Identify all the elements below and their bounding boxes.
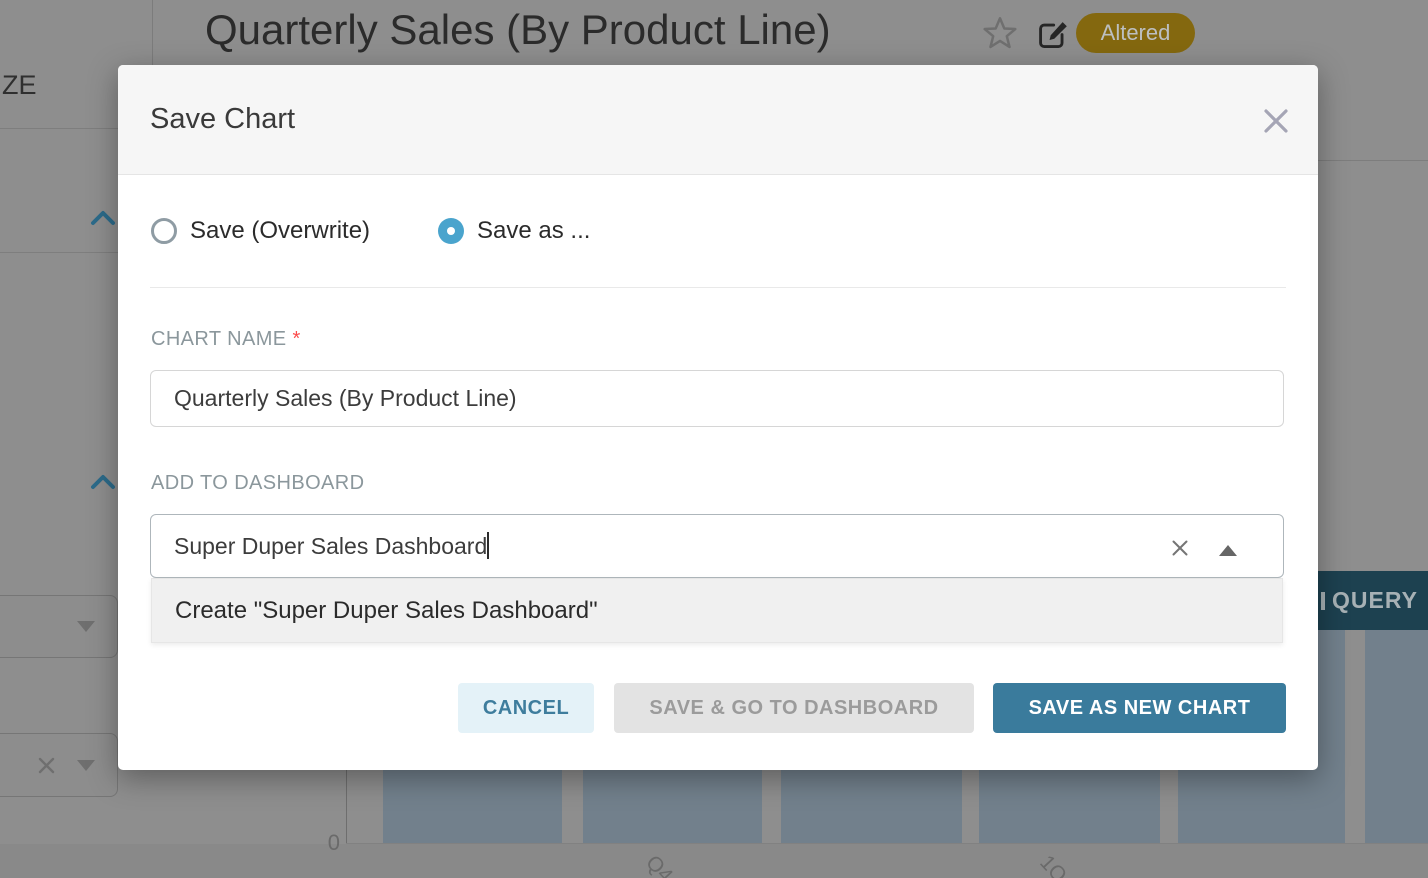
clear-icon[interactable] — [1171, 539, 1189, 557]
run-query-button[interactable]: QUERY — [1318, 571, 1428, 630]
chart-name-input[interactable] — [150, 370, 1284, 427]
panel-divider-2 — [0, 252, 118, 253]
dashboard-select-value: Super Duper Sales Dashboard — [174, 532, 490, 560]
add-to-dashboard-label: ADD TO DASHBOARD — [151, 472, 365, 494]
close-icon[interactable] — [1260, 105, 1292, 137]
save-chart-modal: Save Chart Save (Overwrite) Save as ... … — [118, 65, 1318, 770]
chevron-up-icon[interactable] — [90, 209, 116, 227]
chart-name-label: CHART NAME * — [151, 328, 301, 351]
modal-header: Save Chart — [118, 65, 1318, 175]
chart-name-label-text: CHART NAME — [151, 328, 287, 350]
chart-bar — [1365, 630, 1428, 843]
dashboard-select-input[interactable]: Super Duper Sales Dashboard — [150, 514, 1284, 578]
favorite-star-icon[interactable] — [983, 16, 1017, 55]
dashboard-select-text: Super Duper Sales Dashboard — [174, 533, 488, 559]
chevron-up-icon[interactable] — [90, 473, 116, 491]
panel-divider-1 — [0, 128, 118, 129]
section-divider — [150, 287, 1286, 288]
altered-badge[interactable]: Altered — [1076, 13, 1195, 53]
chart-x-axis — [346, 843, 1428, 844]
panel-tab-label-fragment: ZE — [2, 70, 37, 100]
radio-save-overwrite-label: Save (Overwrite) — [190, 217, 371, 244]
create-dashboard-option[interactable]: Create "Super Duper Sales Dashboard" — [175, 596, 598, 624]
radio-save-as-label: Save as ... — [477, 217, 591, 244]
chart-title: Quarterly Sales (By Product Line) — [205, 6, 831, 53]
caret-down-icon — [77, 760, 95, 771]
panel-divider-vertical — [152, 0, 153, 65]
clear-icon[interactable] — [37, 756, 56, 780]
cancel-button[interactable]: CANCEL — [458, 683, 594, 733]
radio-save-overwrite[interactable] — [151, 218, 177, 244]
save-mode-radios: Save (Overwrite) Save as ... — [151, 217, 590, 245]
run-query-label: QUERY — [1332, 587, 1418, 613]
y-axis-tick-label: 0 — [327, 830, 340, 855]
clipped-letter-fragment — [1321, 591, 1325, 610]
save-as-new-chart-button[interactable]: SAVE AS NEW CHART — [993, 683, 1286, 733]
save-go-to-dashboard-button[interactable]: SAVE & GO TO DASHBOARD — [614, 683, 974, 733]
chart-y-axis — [346, 765, 347, 843]
control-select-clearable[interactable] — [0, 733, 118, 797]
edit-title-icon[interactable] — [1037, 19, 1068, 54]
control-select[interactable] — [0, 595, 118, 658]
caret-up-icon[interactable] — [1219, 545, 1237, 556]
modal-footer: CANCEL SAVE & GO TO DASHBOARD SAVE AS NE… — [118, 683, 1318, 733]
header-divider-right — [1318, 160, 1428, 161]
chart-axis-band — [0, 844, 1428, 878]
caret-down-icon — [77, 621, 95, 632]
radio-save-as[interactable] — [438, 218, 465, 244]
dashboard-dropdown-menu: Create "Super Duper Sales Dashboard" — [151, 578, 1283, 643]
text-cursor — [487, 532, 490, 559]
altered-badge-label: Altered — [1100, 20, 1171, 45]
modal-title: Save Chart — [150, 103, 296, 135]
required-asterisk: * — [292, 328, 301, 350]
